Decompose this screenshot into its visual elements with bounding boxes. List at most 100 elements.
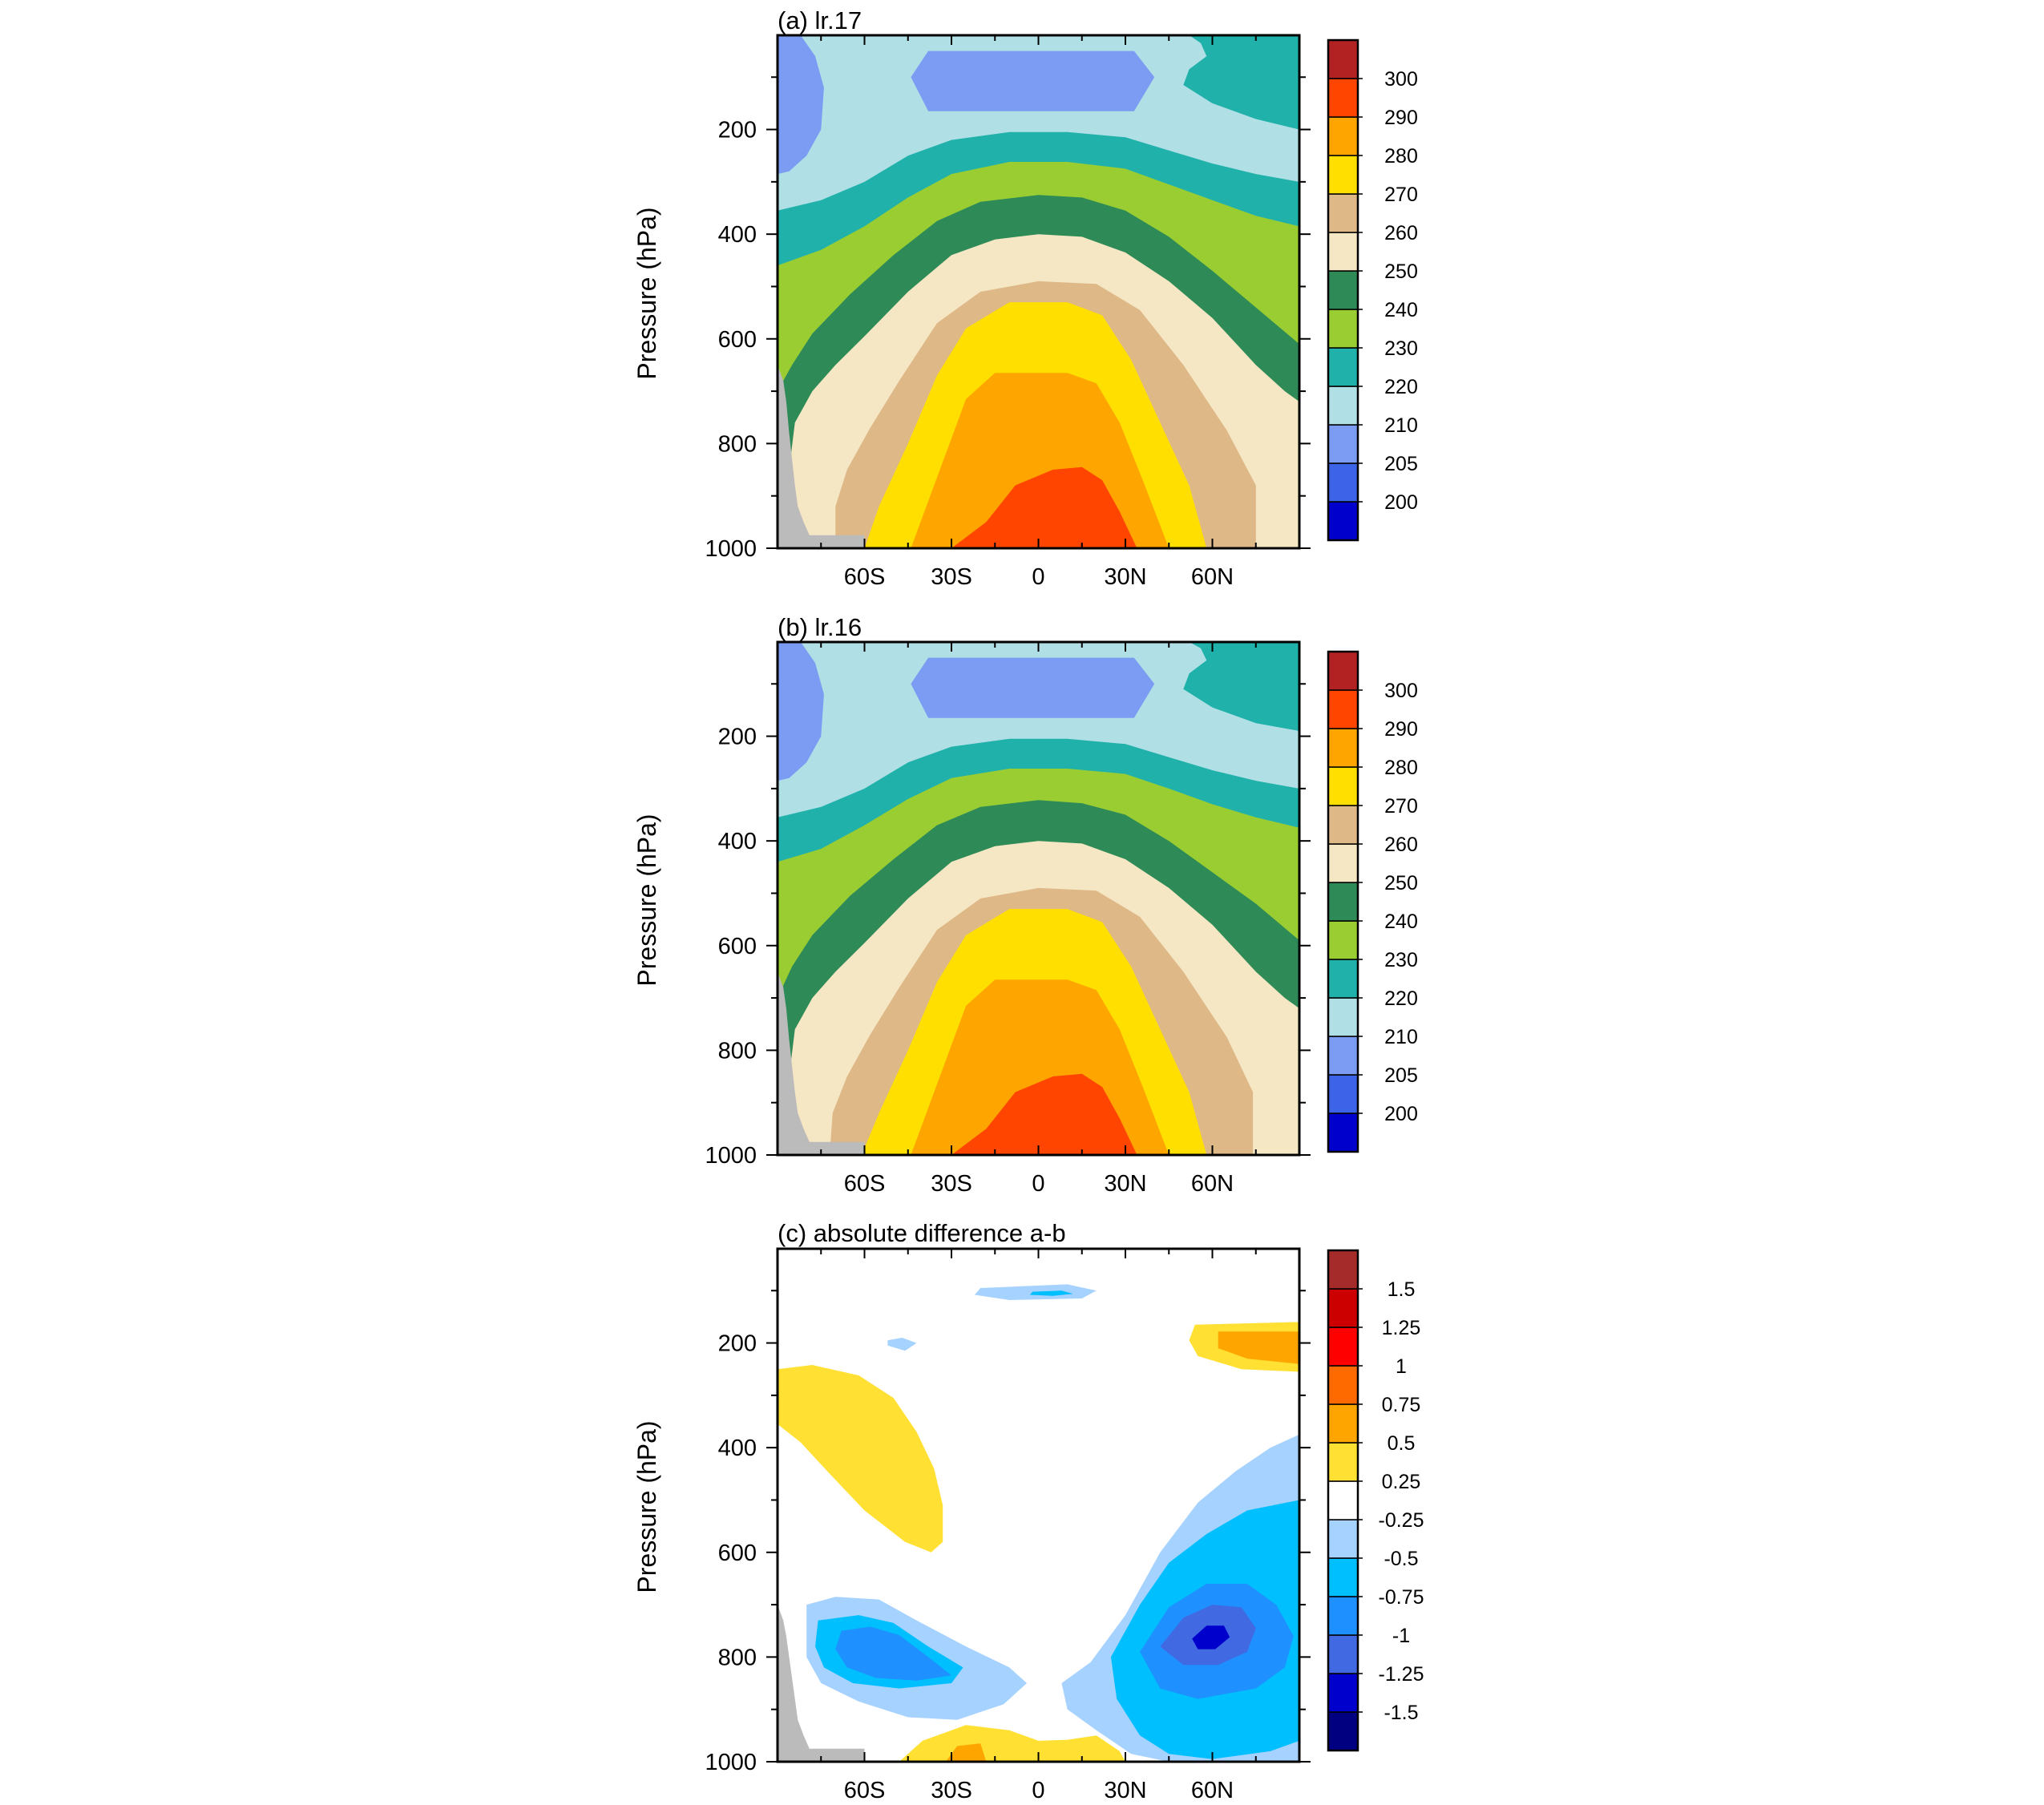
contour-band: [778, 35, 824, 175]
plot-area: [778, 1249, 1299, 1762]
colorbar-label: 300: [1384, 680, 1418, 702]
colorbar-label: 290: [1384, 107, 1418, 129]
colorbar-swatch: [1327, 1557, 1359, 1597]
y-tick-label: 800: [718, 431, 757, 457]
contour-band: [1029, 1290, 1073, 1296]
contour-band: [778, 642, 824, 781]
colorbar-swatch: [1327, 78, 1359, 118]
panel-title: (b) lr.16: [778, 613, 862, 641]
colorbar-swatch: [1327, 386, 1359, 426]
colorbar-swatch: [1327, 424, 1359, 464]
colorbar-label: 1: [1396, 1355, 1407, 1378]
terrain-mask: [778, 1605, 865, 1762]
contour-band: [945, 1743, 987, 1762]
colorbar-swatch: [1327, 270, 1359, 310]
colorbar-swatch: [1327, 193, 1359, 233]
colorbar-label: 280: [1384, 757, 1418, 779]
colorbar-swatch: [1327, 882, 1359, 922]
colorbar-swatch: [1327, 309, 1359, 349]
colorbar-swatch: [1327, 766, 1359, 806]
colorbar-swatch: [1327, 1403, 1359, 1444]
y-tick-label: 200: [718, 118, 757, 143]
colorbar-swatch: [1327, 1326, 1359, 1367]
colorbar-swatch: [1327, 501, 1359, 541]
contour-fills: [778, 642, 1299, 1155]
x-tick-label: 60N: [1191, 1171, 1234, 1197]
colorbar-swatch: [1327, 1673, 1359, 1713]
x-tick-label: 30S: [931, 1778, 972, 1803]
colorbar-label: -1: [1392, 1625, 1410, 1647]
colorbar-label: 230: [1384, 337, 1418, 360]
colorbar-swatch: [1327, 1365, 1359, 1405]
colorbar: 200 205 210 220 230 240 250 260 270 280 290 300: [1327, 38, 1418, 542]
terrain-mask: [778, 365, 865, 548]
colorbar-label: 300: [1384, 68, 1418, 91]
contour-band: [1183, 642, 1299, 731]
x-tick-label: 60N: [1191, 564, 1234, 590]
colorbar-frame: [1327, 650, 1359, 1153]
colorbar-swatch: [1327, 651, 1359, 691]
axis-ticks: 60S 30S 0 30N 60N 200 400 600 800 1000: [705, 35, 1311, 590]
colorbar-swatch: [1327, 920, 1359, 960]
contour-band: [951, 466, 1137, 548]
contour-band: [778, 1365, 943, 1553]
y-tick-label: 200: [718, 725, 757, 750]
colorbar-label: 1.5: [1388, 1278, 1416, 1301]
colorbar-swatch: [1327, 39, 1359, 79]
colorbar-label: 240: [1384, 299, 1418, 321]
colorbar-swatch: [1327, 1634, 1359, 1674]
contour-fills: [778, 1249, 1299, 1762]
colorbar-label: 205: [1384, 1064, 1418, 1087]
colorbar-label: 205: [1384, 453, 1418, 475]
x-tick-label: 30S: [931, 564, 972, 590]
colorbar-label: 230: [1384, 949, 1418, 971]
y-tick-label: 800: [718, 1038, 757, 1064]
colorbar-frame: [1327, 38, 1359, 542]
x-tick-label: 0: [1032, 1778, 1044, 1803]
contour-band: [1183, 35, 1299, 130]
y-tick-label: 400: [718, 829, 757, 854]
contour-band: [835, 1626, 951, 1681]
colorbar-label: 0.25: [1382, 1471, 1421, 1493]
colorbar-label: 260: [1384, 222, 1418, 244]
colorbar-swatch: [1327, 689, 1359, 729]
colorbar-swatch: [1327, 1711, 1359, 1751]
contour-fills: [778, 35, 1299, 548]
colorbar-label: 280: [1384, 145, 1418, 168]
y-tick-label: 200: [718, 1331, 757, 1357]
x-tick-label: 60S: [844, 1171, 886, 1197]
colorbar-label: 220: [1384, 376, 1418, 398]
colorbar-swatch: [1327, 1288, 1359, 1328]
y-tick-label: 600: [718, 934, 757, 959]
y-axis-label: Pressure (hPa): [632, 207, 661, 379]
colorbar-label: -0.5: [1384, 1548, 1418, 1570]
colorbar-frame: [1327, 1249, 1359, 1752]
y-axis-label: Pressure (hPa): [632, 814, 661, 986]
x-tick-label: 30N: [1104, 564, 1146, 590]
axis-ticks: 60S 30S 0 30N 60N 200 400 600 800 1000: [705, 1249, 1311, 1803]
colorbar-swatch: [1327, 116, 1359, 156]
colorbar-swatch: [1327, 805, 1359, 845]
colorbar-label: 270: [1384, 184, 1418, 206]
colorbar-swatch: [1327, 843, 1359, 883]
y-tick-label: 1000: [705, 536, 757, 562]
y-tick-label: 1000: [705, 1143, 757, 1169]
colorbar-swatch: [1327, 1519, 1359, 1559]
colorbar-label: -0.25: [1379, 1509, 1424, 1532]
contour-band: [1192, 1625, 1230, 1650]
colorbar-label: 290: [1384, 718, 1418, 741]
x-tick-label: 30S: [931, 1171, 972, 1197]
colorbar-label: 210: [1384, 1026, 1418, 1048]
panel-title: (a) lr.17: [778, 6, 862, 34]
contour-band: [911, 50, 1155, 111]
colorbar: -1.5 -1.25 -1 -0.75 -0.5 -0.25 0.25 0.5 0.75 1 1.2…: [1327, 1249, 1424, 1752]
colorbar-label: 260: [1384, 834, 1418, 856]
x-tick-label: 60S: [844, 564, 886, 590]
panel-b: (b) lr.16 Pressure (hPa) 60S 30S 0 30N 60N 20…: [632, 613, 1418, 1197]
x-tick-label: 0: [1032, 564, 1044, 590]
colorbar-swatch: [1327, 959, 1359, 999]
colorbar-label: 220: [1384, 987, 1418, 1010]
colorbar-label: 250: [1384, 872, 1418, 894]
y-tick-label: 1000: [705, 1750, 757, 1775]
